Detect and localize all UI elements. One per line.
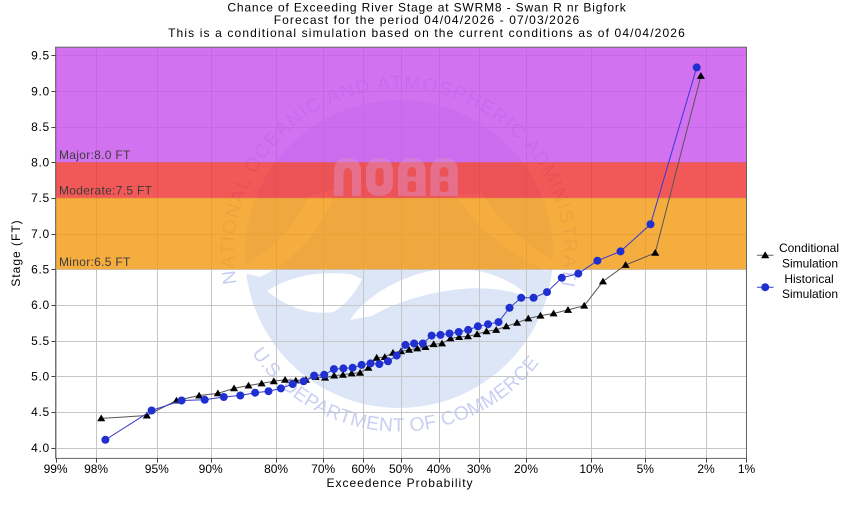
svg-text:This is a conditional simulati: This is a conditional simulation based o…: [168, 26, 686, 40]
svg-text:2%: 2%: [697, 462, 715, 476]
svg-text:70%: 70%: [311, 462, 335, 476]
svg-text:20%: 20%: [514, 462, 538, 476]
svg-text:1%: 1%: [738, 462, 756, 476]
svg-text:90%: 90%: [199, 462, 223, 476]
svg-text:4.5: 4.5: [31, 405, 50, 419]
svg-text:6.0: 6.0: [31, 298, 50, 312]
svg-text:7.5: 7.5: [31, 191, 50, 205]
svg-text:5.5: 5.5: [31, 334, 50, 348]
svg-text:40%: 40%: [427, 462, 451, 476]
svg-text:5.0: 5.0: [31, 370, 50, 384]
svg-text:Historical: Historical: [784, 272, 833, 286]
svg-text:8.0: 8.0: [31, 156, 50, 170]
svg-text:9.0: 9.0: [31, 84, 50, 98]
svg-text:50%: 50%: [389, 462, 413, 476]
svg-text:Exceedence Probability: Exceedence Probability: [327, 476, 474, 490]
svg-text:Simulation: Simulation: [782, 287, 838, 301]
svg-text:5%: 5%: [637, 462, 655, 476]
svg-text:10%: 10%: [579, 462, 603, 476]
svg-text:6.5: 6.5: [31, 263, 50, 277]
svg-text:4.0: 4.0: [31, 441, 50, 455]
svg-text:30%: 30%: [467, 462, 491, 476]
svg-text:60%: 60%: [351, 462, 375, 476]
svg-text:Forecast for the period 04/04/: Forecast for the period 04/04/2026 - 07/…: [274, 13, 581, 27]
svg-text:99%: 99%: [44, 462, 68, 476]
svg-text:8.5: 8.5: [31, 120, 50, 134]
svg-text:Major:8.0 FT: Major:8.0 FT: [59, 148, 131, 162]
svg-text:Minor:6.5 FT: Minor:6.5 FT: [59, 255, 131, 269]
svg-text:Stage (FT): Stage (FT): [9, 219, 23, 286]
svg-text:80%: 80%: [264, 462, 288, 476]
svg-text:Simulation: Simulation: [782, 257, 838, 271]
svg-text:98%: 98%: [84, 462, 108, 476]
svg-text:Conditional: Conditional: [779, 241, 839, 255]
svg-text:7.0: 7.0: [31, 227, 50, 241]
svg-text:95%: 95%: [145, 462, 169, 476]
svg-text:Chance of Exceeding River Stag: Chance of Exceeding River Stage at SWRM8…: [227, 1, 626, 15]
svg-text:Moderate:7.5 FT: Moderate:7.5 FT: [59, 184, 153, 198]
svg-text:9.5: 9.5: [31, 49, 50, 63]
